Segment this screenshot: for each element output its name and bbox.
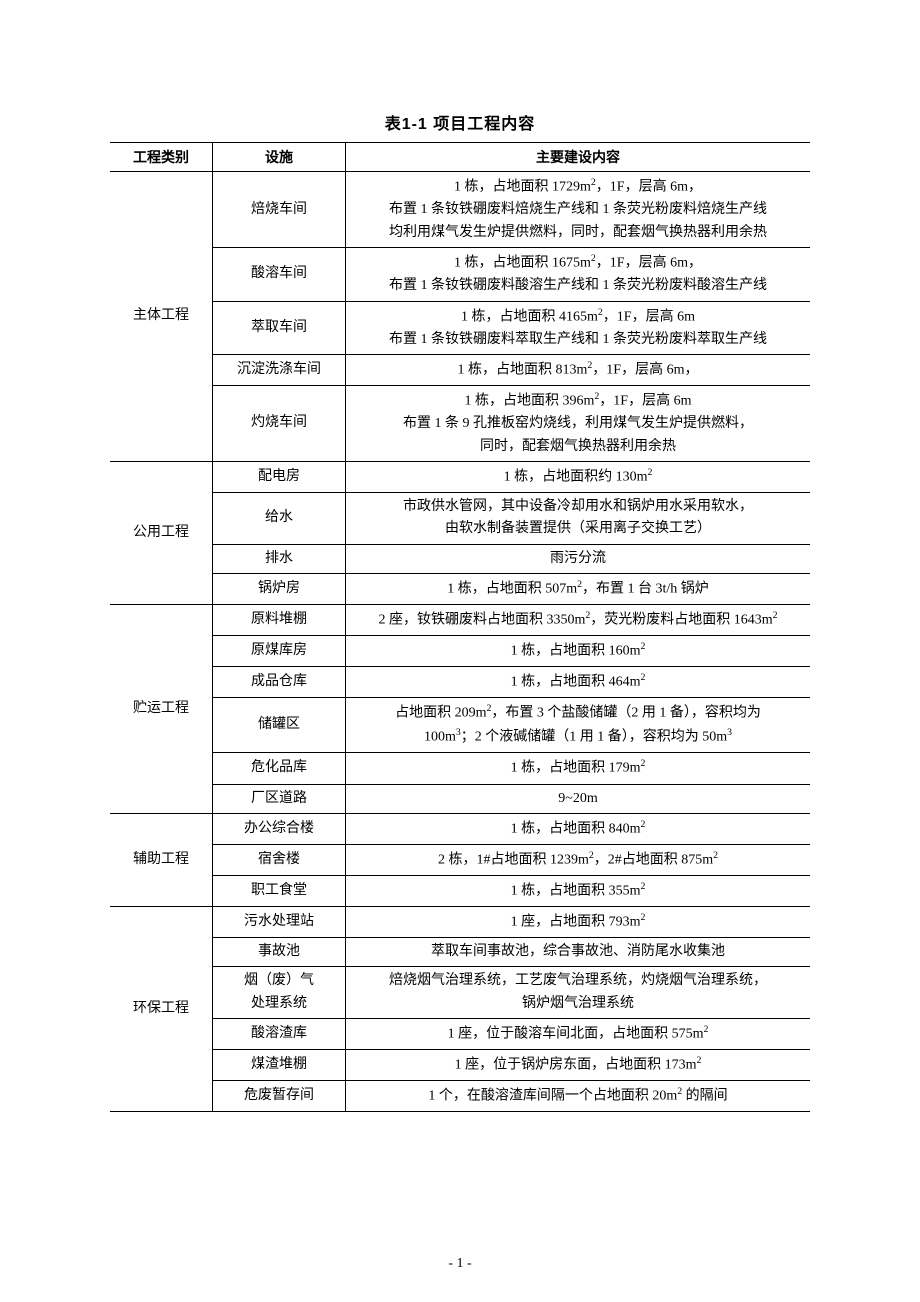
description-cell: 1 栋，占地面积 507m2，布置 1 台 3t/h 锅炉 (346, 574, 811, 605)
th-description: 主要建设内容 (346, 143, 811, 172)
category-cell: 辅助工程 (110, 813, 213, 906)
table-caption: 表1-1 项目工程内容 (110, 110, 810, 134)
description-cell: 占地面积 209m2，布置 3 个盐酸储罐（2 用 1 备），容积均为100m3… (346, 698, 811, 753)
facility-cell: 宿舍楼 (213, 844, 346, 875)
facility-cell: 储罐区 (213, 698, 346, 753)
facility-cell: 事故池 (213, 938, 346, 967)
table-header: 工程类别 设施 主要建设内容 (110, 143, 810, 172)
description-cell: 焙烧烟气治理系统，工艺废气治理系统，灼烧烟气治理系统，锅炉烟气治理系统 (346, 967, 811, 1019)
description-cell: 1 栋，占地面积 4165m2，1F，层高 6m布置 1 条钕铁硼废料萃取生产线… (346, 301, 811, 354)
description-cell: 1 栋，占地面积约 130m2 (346, 461, 811, 492)
description-cell: 1 座，位于酸溶车间北面，占地面积 575m2 (346, 1019, 811, 1050)
facility-cell: 酸溶车间 (213, 248, 346, 301)
th-facility: 设施 (213, 143, 346, 172)
facility-cell: 烟（废）气处理系统 (213, 967, 346, 1019)
description-cell: 2 座，钕铁硼废料占地面积 3350m2，荧光粉废料占地面积 1643m2 (346, 605, 811, 636)
category-cell: 环保工程 (110, 907, 213, 1112)
project-content-table: 工程类别 设施 主要建设内容 主体工程焙烧车间1 栋，占地面积 1729m2，1… (110, 142, 810, 1112)
description-cell: 1 栋，占地面积 1729m2，1F，层高 6m，布置 1 条钕铁硼废料焙烧生产… (346, 172, 811, 248)
document-page: 表1-1 项目工程内容 工程类别 设施 主要建设内容 主体工程焙烧车间1 栋，占… (0, 0, 920, 1302)
description-cell: 1 座，占地面积 793m2 (346, 907, 811, 938)
description-cell: 1 栋，占地面积 396m2，1F，层高 6m布置 1 条 9 孔推板窑灼烧线，… (346, 386, 811, 462)
table-body: 主体工程焙烧车间1 栋，占地面积 1729m2，1F，层高 6m，布置 1 条钕… (110, 172, 810, 1112)
description-cell: 1 栋，占地面积 179m2 (346, 753, 811, 784)
description-cell: 1 座，位于锅炉房东面，占地面积 173m2 (346, 1050, 811, 1081)
facility-cell: 给水 (213, 493, 346, 545)
th-category: 工程类别 (110, 143, 213, 172)
description-cell: 1 栋，占地面积 160m2 (346, 636, 811, 667)
category-cell: 贮运工程 (110, 605, 213, 814)
facility-cell: 原料堆棚 (213, 605, 346, 636)
page-number: - 1 - (0, 1256, 920, 1272)
category-cell: 公用工程 (110, 461, 213, 604)
facility-cell: 危化品库 (213, 753, 346, 784)
facility-cell: 沉淀洗涤车间 (213, 355, 346, 386)
facility-cell: 锅炉房 (213, 574, 346, 605)
facility-cell: 污水处理站 (213, 907, 346, 938)
description-cell: 2 栋，1#占地面积 1239m2，2#占地面积 875m2 (346, 844, 811, 875)
description-cell: 市政供水管网，其中设备冷却用水和锅炉用水采用软水，由软水制备装置提供（采用离子交… (346, 493, 811, 545)
description-cell: 1 栋，占地面积 840m2 (346, 813, 811, 844)
facility-cell: 危废暂存间 (213, 1081, 346, 1112)
facility-cell: 焙烧车间 (213, 172, 346, 248)
description-cell: 1 个，在酸溶渣库间隔一个占地面积 20m2 的隔间 (346, 1081, 811, 1112)
description-cell: 雨污分流 (346, 544, 811, 573)
facility-cell: 排水 (213, 544, 346, 573)
facility-cell: 职工食堂 (213, 876, 346, 907)
description-cell: 1 栋，占地面积 813m2，1F，层高 6m， (346, 355, 811, 386)
description-cell: 1 栋，占地面积 464m2 (346, 667, 811, 698)
category-cell: 主体工程 (110, 172, 213, 462)
facility-cell: 煤渣堆棚 (213, 1050, 346, 1081)
facility-cell: 萃取车间 (213, 301, 346, 354)
facility-cell: 成品仓库 (213, 667, 346, 698)
facility-cell: 厂区道路 (213, 784, 346, 813)
facility-cell: 酸溶渣库 (213, 1019, 346, 1050)
description-cell: 1 栋，占地面积 355m2 (346, 876, 811, 907)
facility-cell: 灼烧车间 (213, 386, 346, 462)
facility-cell: 配电房 (213, 461, 346, 492)
facility-cell: 原煤库房 (213, 636, 346, 667)
description-cell: 萃取车间事故池，综合事故池、消防尾水收集池 (346, 938, 811, 967)
description-cell: 9~20m (346, 784, 811, 813)
description-cell: 1 栋，占地面积 1675m2，1F，层高 6m，布置 1 条钕铁硼废料酸溶生产… (346, 248, 811, 301)
facility-cell: 办公综合楼 (213, 813, 346, 844)
